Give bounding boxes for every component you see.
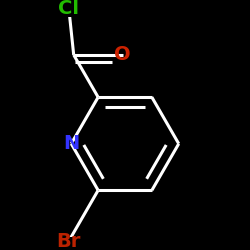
- Text: Cl: Cl: [58, 0, 79, 18]
- Text: O: O: [114, 46, 131, 64]
- Text: N: N: [63, 134, 80, 153]
- Text: Br: Br: [57, 232, 81, 250]
